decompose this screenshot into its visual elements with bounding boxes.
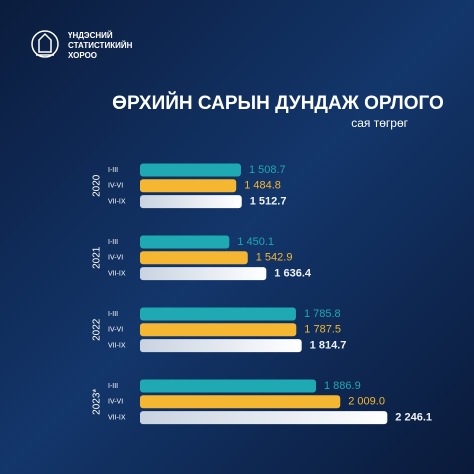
bar: [140, 411, 388, 425]
bar: [140, 323, 297, 337]
logo: [31, 30, 59, 58]
org-line: СТАТИСТИКИЙН: [68, 41, 133, 50]
chart-title: ӨРХИЙН САРЫН ДУНДАЖ ОРЛОГО: [112, 92, 444, 114]
bar: [140, 235, 230, 249]
row-label: IV-VI: [108, 399, 123, 406]
bar: [140, 339, 302, 353]
row-label: IV-VI: [108, 183, 123, 190]
row-label: VII-IX: [108, 414, 126, 421]
bar: [140, 251, 248, 265]
bar: [140, 195, 242, 209]
value-label: 2 246.1: [395, 412, 432, 424]
row-label: VII-IX: [108, 270, 126, 277]
row-label: I-III: [108, 239, 118, 246]
value-label: 1 512.7: [250, 196, 287, 208]
value-label: 1 450.1: [237, 236, 274, 248]
row-label: VII-IX: [108, 198, 126, 205]
value-label: 1 484.8: [244, 180, 281, 192]
value-label: 2 009.0: [348, 396, 385, 408]
row-label: I-III: [108, 167, 118, 174]
value-label: 1 508.7: [249, 164, 286, 176]
bar: [140, 163, 241, 177]
org-line: ХОРОО: [68, 51, 97, 60]
bar: [140, 307, 296, 321]
row-label: I-III: [108, 383, 118, 390]
year-label: 2022: [92, 318, 103, 341]
row-label: IV-VI: [108, 327, 123, 334]
value-label: 1 636.4: [274, 268, 312, 280]
bar: [140, 379, 317, 393]
year-label: 2020: [92, 174, 103, 197]
value-label: 1 785.8: [304, 308, 341, 320]
org-name: ҮНДЭСНИЙ СТАТИСТИКИЙН ХОРОО: [68, 31, 133, 60]
bar: [140, 179, 237, 193]
bar: [140, 267, 267, 281]
value-label: 1 814.7: [310, 340, 347, 352]
value-label: 1 886.9: [324, 380, 361, 392]
bar: [140, 395, 341, 409]
value-label: 1 542.9: [256, 252, 293, 264]
row-label: I-III: [108, 311, 118, 318]
chart-subtitle: сая төгрөг: [351, 116, 408, 130]
org-line: ҮНДЭСНИЙ: [68, 31, 113, 40]
value-label: 1 787.5: [304, 324, 341, 336]
row-label: VII-IX: [108, 342, 126, 349]
year-label: 2023*: [92, 389, 103, 415]
row-label: IV-VI: [108, 255, 123, 262]
year-label: 2021: [92, 246, 103, 269]
